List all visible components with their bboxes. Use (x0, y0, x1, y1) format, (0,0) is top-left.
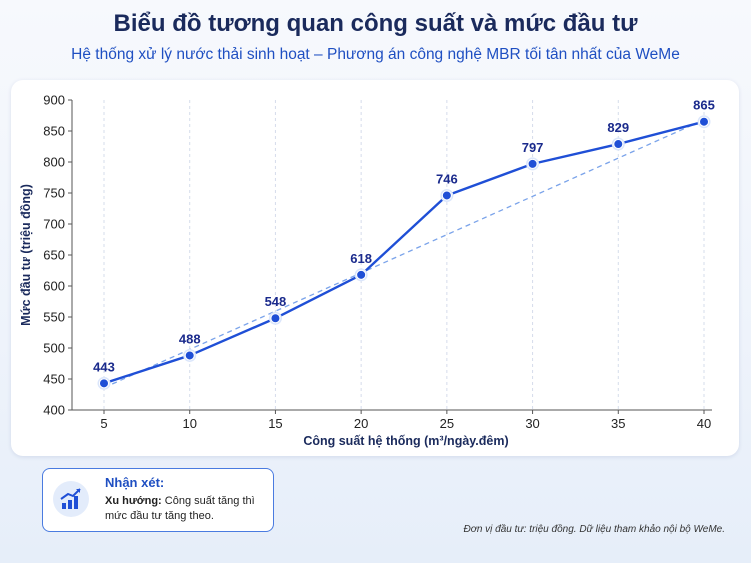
data-label: 797 (522, 140, 544, 155)
x-tick-label: 15 (268, 416, 282, 431)
data-point (356, 269, 367, 280)
data-point (527, 158, 538, 169)
data-label: 829 (607, 120, 629, 135)
x-tick-label: 40 (697, 416, 711, 431)
data-point (99, 378, 109, 389)
y-tick-label: 700 (43, 217, 65, 232)
y-tick-label: 850 (43, 124, 65, 139)
page-subtitle: Hệ thống xử lý nước thải sinh hoạt – Phư… (71, 46, 680, 63)
note-title: Nhận xét: (105, 475, 165, 490)
y-tick-label: 800 (43, 155, 65, 170)
y-tick-label: 500 (43, 341, 65, 356)
data-label: 548 (265, 294, 287, 309)
data-label: 746 (436, 171, 458, 186)
data-label: 865 (693, 98, 715, 113)
y-tick-label: 400 (43, 403, 65, 418)
y-axis-title: Mức đầu tư (triệu đồng) (19, 184, 33, 326)
data-point (184, 350, 195, 361)
x-tick-label: 10 (182, 416, 196, 431)
data-point (270, 313, 281, 324)
footnote: Đơn vị đầu tư: triệu đồng. Dữ liệu tham … (463, 524, 725, 535)
y-tick-label: 900 (43, 93, 65, 108)
note-bold-label: Xu hướng: (105, 495, 162, 507)
x-axis-title: Công suất hệ thống (m³/ngày.đêm) (303, 434, 508, 448)
y-tick-label: 750 (43, 186, 65, 201)
note-body: Xu hướng: Công suất tăng thì mức đầu tư … (105, 494, 270, 524)
trend-chart-icon (53, 481, 89, 517)
y-tick-label: 550 (43, 310, 65, 325)
series-line (103, 120, 705, 385)
data-point (613, 139, 624, 150)
observation-note: Nhận xét: Xu hướng: Công suất tăng thì m… (42, 468, 274, 532)
page-title: Biểu đồ tương quan công suất và mức đầu … (113, 10, 638, 37)
x-tick-label: 20 (354, 416, 368, 431)
x-tick-label: 35 (611, 416, 625, 431)
x-tick-label: 30 (525, 416, 539, 431)
y-tick-label: 450 (43, 372, 65, 387)
y-tick-label: 650 (43, 248, 65, 263)
x-tick-label: 5 (100, 416, 107, 431)
data-point (441, 190, 452, 201)
data-label: 618 (350, 251, 372, 266)
x-tick-label: 25 (440, 416, 454, 431)
note-text: Công suất tăng thì mức đầu tư tăng theo. (105, 495, 255, 522)
data-label: 488 (179, 331, 201, 346)
trend-line (103, 119, 705, 389)
data-point (699, 116, 709, 127)
data-label: 443 (93, 359, 115, 374)
y-tick-label: 600 (43, 279, 65, 294)
